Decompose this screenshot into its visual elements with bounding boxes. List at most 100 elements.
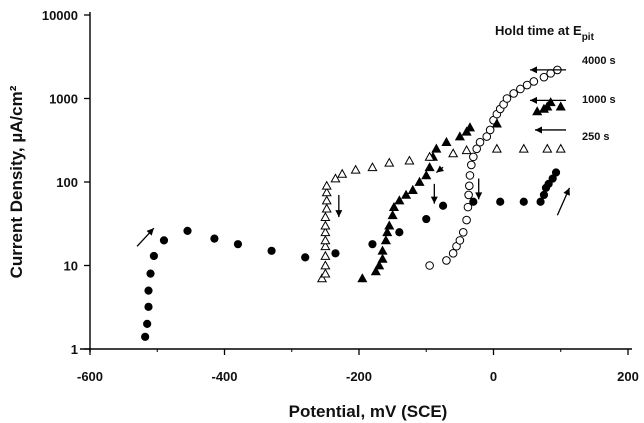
arrow-down-1	[335, 194, 343, 218]
data-point	[321, 203, 332, 213]
data-point	[461, 145, 472, 155]
data-point	[357, 273, 368, 283]
data-point	[422, 214, 431, 224]
data-point	[455, 236, 465, 245]
legend-title-main: Hold time at E	[495, 23, 582, 38]
data-point	[551, 168, 561, 177]
data-point	[320, 250, 331, 260]
data-point	[382, 227, 393, 237]
y-tick-label: 1000	[49, 92, 78, 107]
data-point	[384, 157, 395, 167]
data-point	[321, 180, 332, 190]
data-point	[448, 248, 458, 258]
data-point	[144, 286, 153, 295]
legend-title-subscript: pit	[582, 32, 595, 43]
arrow-upright-2	[556, 187, 571, 216]
data-point	[301, 253, 310, 262]
data-point	[146, 269, 155, 278]
legend-title: Hold time at Epit	[495, 23, 595, 43]
axis-ticks: -600 -400 -200 0 200 1 10 100 1000 10000	[42, 8, 639, 384]
data-point	[472, 144, 481, 154]
x-axis-title: Potential, mV (SCE)	[289, 402, 448, 421]
data-point	[462, 215, 471, 225]
y-axis-title: Current Density, µA/cm²	[7, 85, 26, 278]
data-point	[387, 209, 398, 220]
data-point	[441, 136, 452, 147]
y-tick-label: 1	[71, 342, 78, 357]
data-point	[414, 176, 425, 186]
data-point	[431, 143, 442, 153]
data-point	[321, 195, 332, 205]
data-point	[388, 201, 400, 211]
data-point	[464, 122, 476, 132]
data-point	[555, 143, 566, 153]
data-marks	[141, 65, 566, 341]
data-point	[448, 148, 459, 158]
arrow-head	[430, 196, 438, 204]
arrow-down-3	[475, 178, 483, 200]
data-point	[267, 246, 276, 255]
data-point	[424, 162, 435, 172]
data-point	[475, 137, 485, 147]
data-point	[159, 236, 169, 245]
arrow-head	[530, 66, 537, 74]
arrow-head	[563, 187, 570, 196]
x-tick-label: 0	[490, 369, 497, 384]
data-point	[545, 97, 556, 107]
data-point	[320, 241, 331, 251]
data-point	[518, 143, 529, 153]
data-point	[337, 168, 348, 178]
data-point	[424, 151, 435, 161]
data-point	[438, 201, 448, 210]
x-tick-label: 200	[617, 369, 639, 384]
data-point	[465, 171, 475, 180]
annotation-arrows	[136, 66, 571, 247]
data-point	[485, 125, 495, 135]
data-point	[542, 143, 553, 153]
data-point	[316, 273, 328, 283]
arrow-head	[530, 96, 537, 104]
data-point	[320, 211, 331, 221]
x-tick-label: -400	[211, 369, 237, 384]
arrow-head	[146, 228, 154, 236]
y-tick-label: 100	[56, 175, 78, 190]
series-label-4000s: 4000 s	[582, 55, 616, 67]
data-point	[367, 162, 378, 172]
data-point	[548, 174, 557, 183]
data-point	[522, 80, 532, 90]
data-point	[502, 94, 512, 103]
data-point	[320, 268, 331, 278]
data-point	[401, 189, 412, 199]
data-point	[421, 170, 432, 180]
data-point	[233, 240, 243, 249]
y-tick-label: 10000	[42, 8, 78, 23]
data-point	[496, 197, 505, 206]
data-point	[368, 240, 377, 249]
data-point	[539, 72, 549, 82]
data-point	[407, 184, 418, 194]
data-point	[380, 235, 391, 245]
data-point	[529, 77, 539, 86]
series-label-1000s: 1000 s	[582, 94, 616, 106]
data-point	[210, 234, 219, 243]
data-point	[143, 319, 152, 328]
data-point	[330, 173, 341, 183]
data-point	[141, 332, 150, 341]
y-tick-label: 10	[64, 259, 78, 274]
data-point	[377, 245, 388, 255]
data-point	[491, 118, 502, 128]
data-point	[491, 143, 502, 153]
data-point	[404, 155, 415, 165]
data-point	[384, 220, 395, 230]
arrow-head	[535, 126, 542, 134]
data-point	[536, 197, 545, 206]
data-point	[509, 89, 518, 98]
arrow-4000s	[530, 66, 566, 74]
data-point	[377, 253, 388, 263]
arrow-small	[435, 165, 445, 174]
arrow-head	[335, 210, 343, 218]
x-tick-label: -200	[346, 369, 372, 384]
data-point	[516, 84, 525, 94]
data-point	[482, 132, 492, 141]
data-point	[539, 190, 549, 200]
